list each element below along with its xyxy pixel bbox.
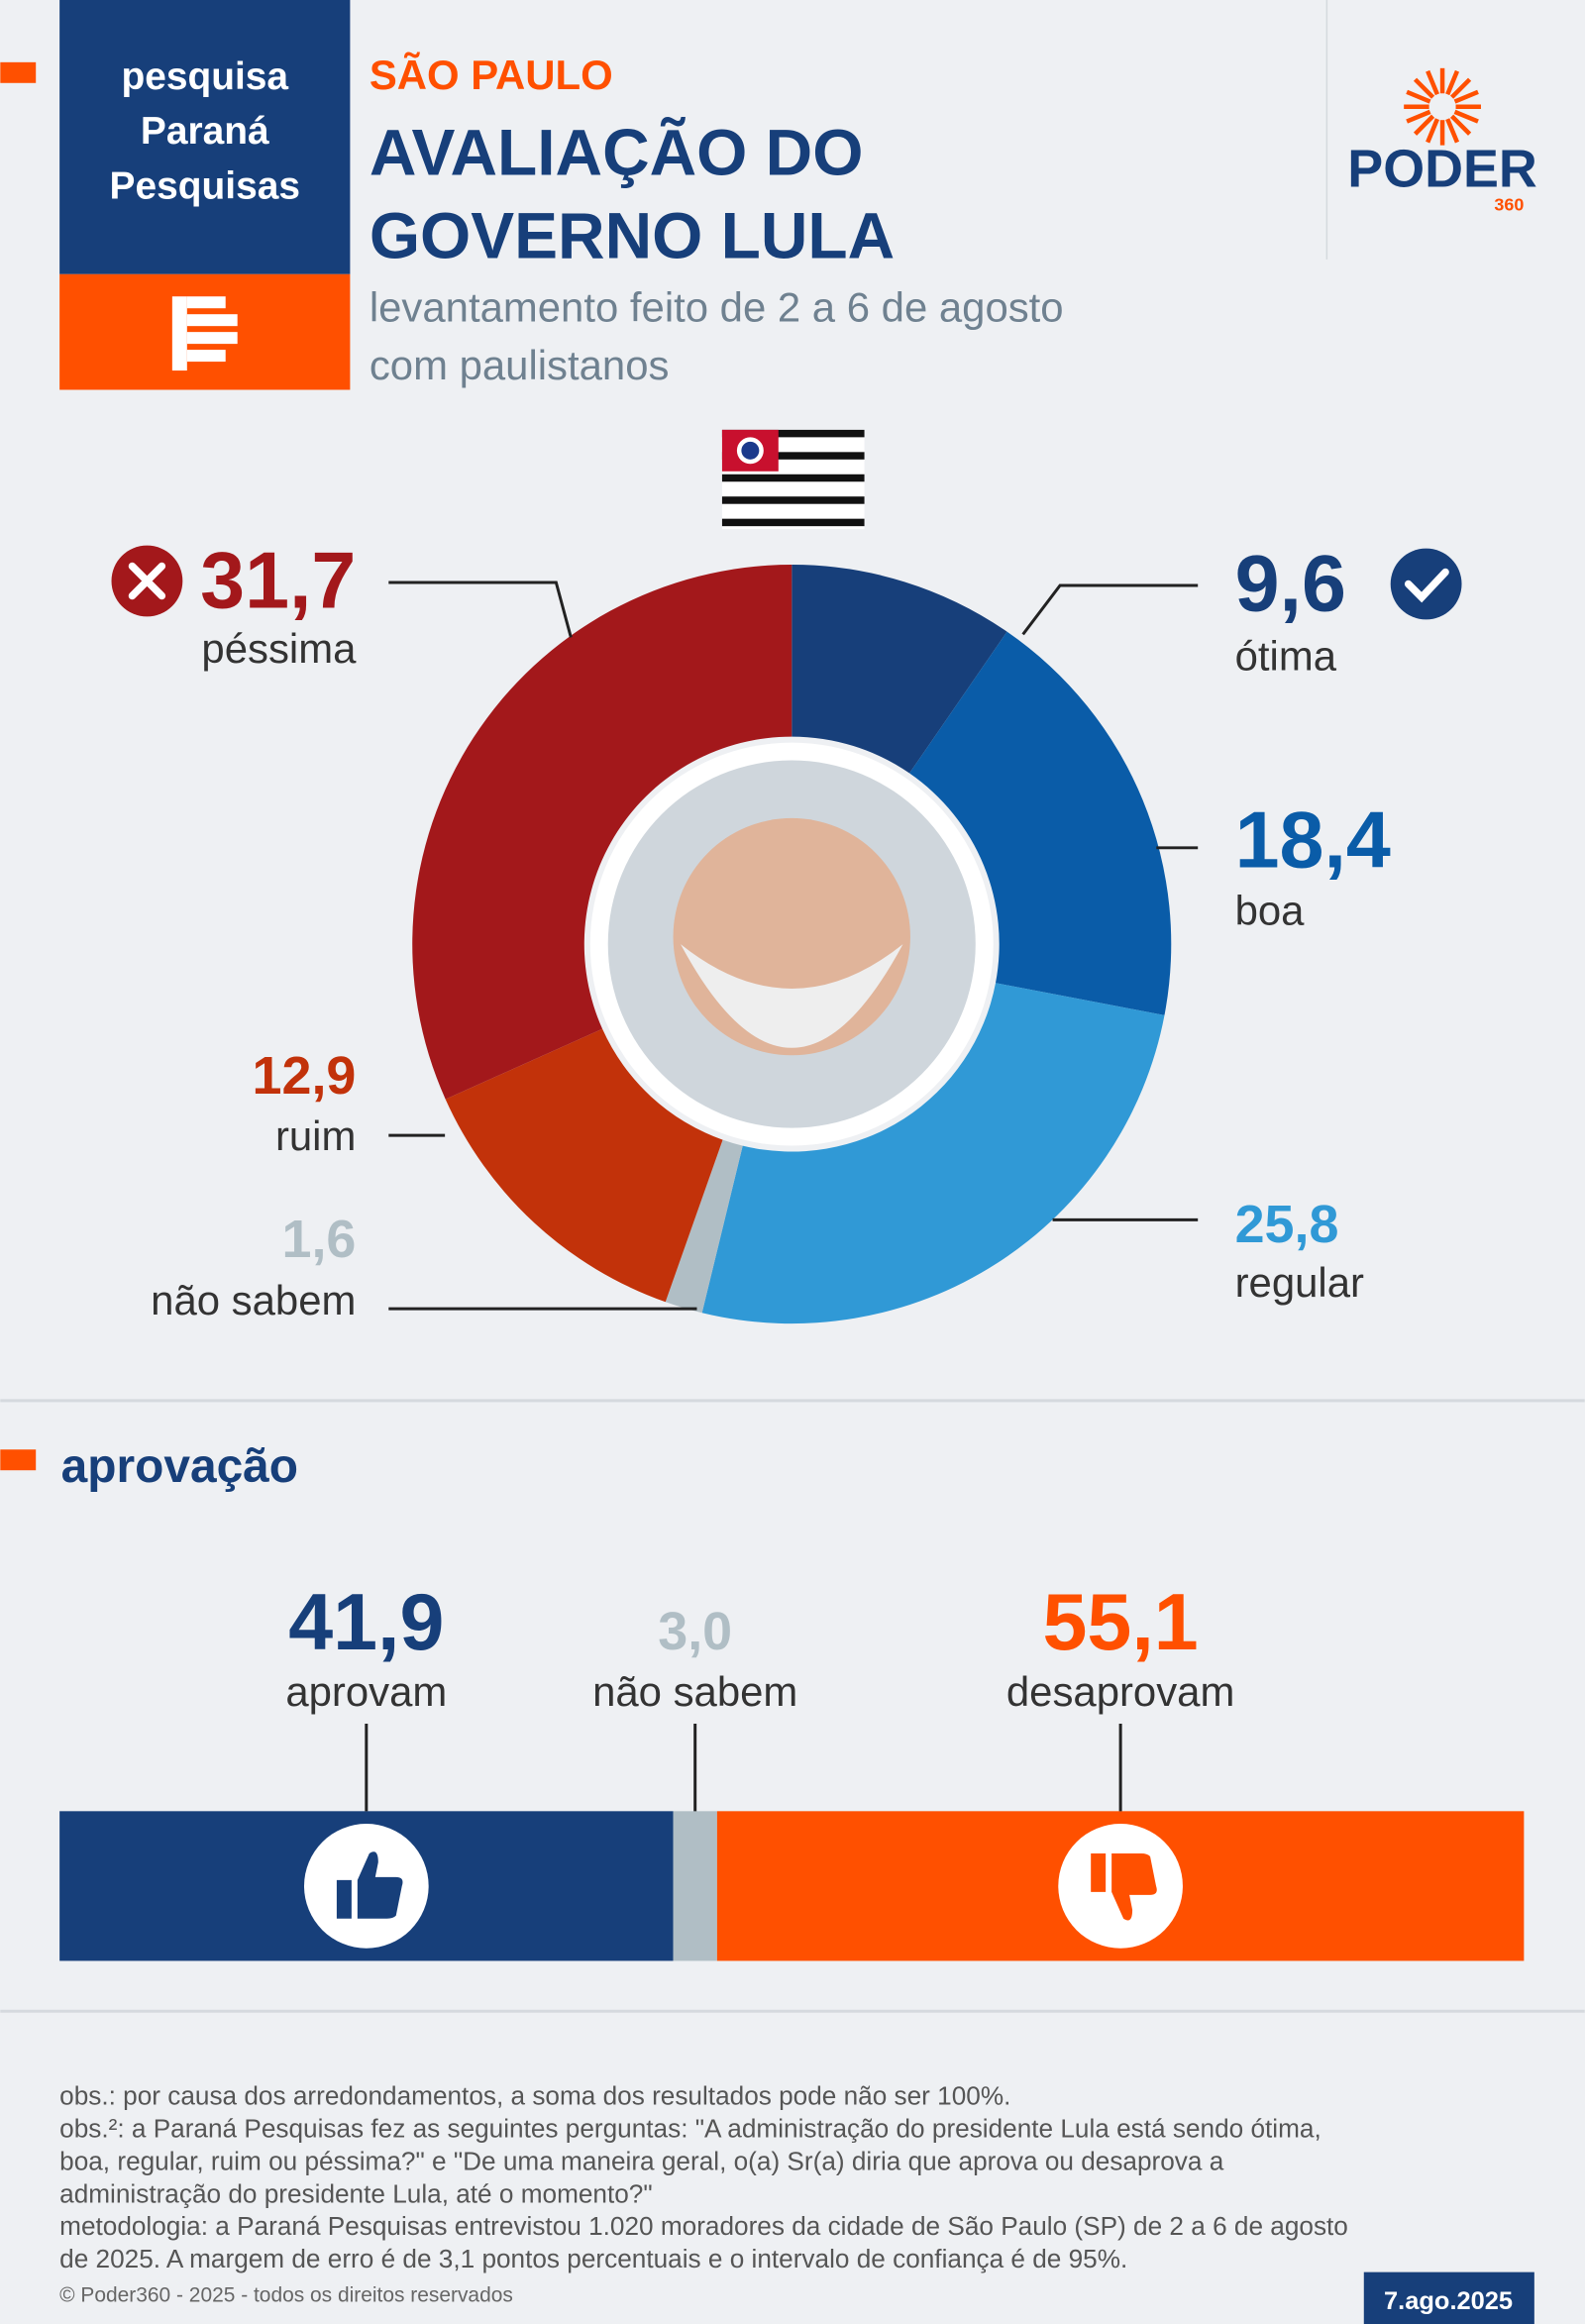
title: AVALIAÇÃO DO [370, 116, 864, 189]
note: de 2025. A margem de erro é de 3,1 ponto… [59, 2244, 1127, 2273]
source-logo [171, 296, 238, 371]
value-label: 1,6 [282, 1210, 357, 1269]
donut-segment [445, 1028, 723, 1303]
tab [0, 1449, 37, 1471]
category-label: ruim [275, 1112, 356, 1159]
region: SÃO PAULO [370, 52, 613, 98]
source-line: pesquisa [121, 55, 288, 98]
note: obs.²: a Paraná Pesquisas fez as seguint… [59, 2113, 1321, 2143]
logo-sun [1404, 67, 1481, 146]
copyright: © Poder360 - 2025 - todos os direitos re… [59, 2284, 513, 2307]
leader-line [1021, 583, 1199, 636]
value-label: 12,9 [253, 1046, 357, 1106]
section-title: aprovação [61, 1440, 298, 1493]
note: metodologia: a Paraná Pesquisas entrevis… [59, 2211, 1348, 2241]
value-label: 25,8 [1235, 1195, 1339, 1254]
good-badge [1390, 548, 1462, 620]
source-line: Paraná [141, 110, 269, 153]
series-name: desaprovam [1006, 1668, 1234, 1715]
value-label: 3,0 [658, 1602, 732, 1661]
category-label: boa [1235, 888, 1306, 934]
note: administração do presidente Lula, até o … [59, 2178, 653, 2208]
series-name: não sabem [592, 1668, 797, 1715]
value-label: 31,7 [200, 536, 356, 625]
flag [721, 429, 865, 530]
donut-segment [665, 1139, 743, 1314]
donut-segment [701, 983, 1165, 1324]
series-name: aprovam [285, 1668, 447, 1715]
thumb-up [336, 1851, 403, 1919]
value-label: 41,9 [288, 1578, 444, 1667]
donut-segment [412, 565, 792, 1100]
source-box [59, 0, 351, 274]
subtitle: levantamento feito de 2 a 6 de agosto [370, 284, 1064, 331]
subtitle: com paulistanos [370, 342, 670, 388]
thumb-down [1091, 1852, 1157, 1921]
note: boa, regular, ruim ou péssima?" e "De um… [59, 2146, 1224, 2175]
donut-segment [909, 631, 1172, 1015]
source-line: Pesquisas [110, 164, 300, 207]
category-label: péssima [201, 625, 357, 672]
bad-icon [128, 562, 166, 600]
date-box [1363, 2271, 1534, 2324]
logo-name: PODER [1347, 140, 1537, 199]
value-label: 55,1 [1042, 1578, 1198, 1667]
date: 7.ago.2025 [1384, 2287, 1513, 2315]
category-label: ótima [1235, 632, 1337, 679]
category-label: regular [1235, 1259, 1364, 1306]
logo-sub: 360 [1494, 194, 1524, 214]
title: GOVERNO LULA [370, 198, 895, 271]
good-icon [1404, 568, 1449, 603]
photo-beard [681, 944, 903, 1048]
tab [0, 61, 37, 83]
note: obs.: por causa dos arredondamentos, a s… [59, 2081, 1010, 2111]
value-label: 18,4 [1235, 795, 1391, 885]
value-label: 9,6 [1235, 539, 1346, 628]
bar-segment [673, 1811, 717, 1961]
leader-line [388, 581, 573, 638]
category-label: não sabem [151, 1277, 356, 1323]
donut-segment [792, 565, 1007, 774]
